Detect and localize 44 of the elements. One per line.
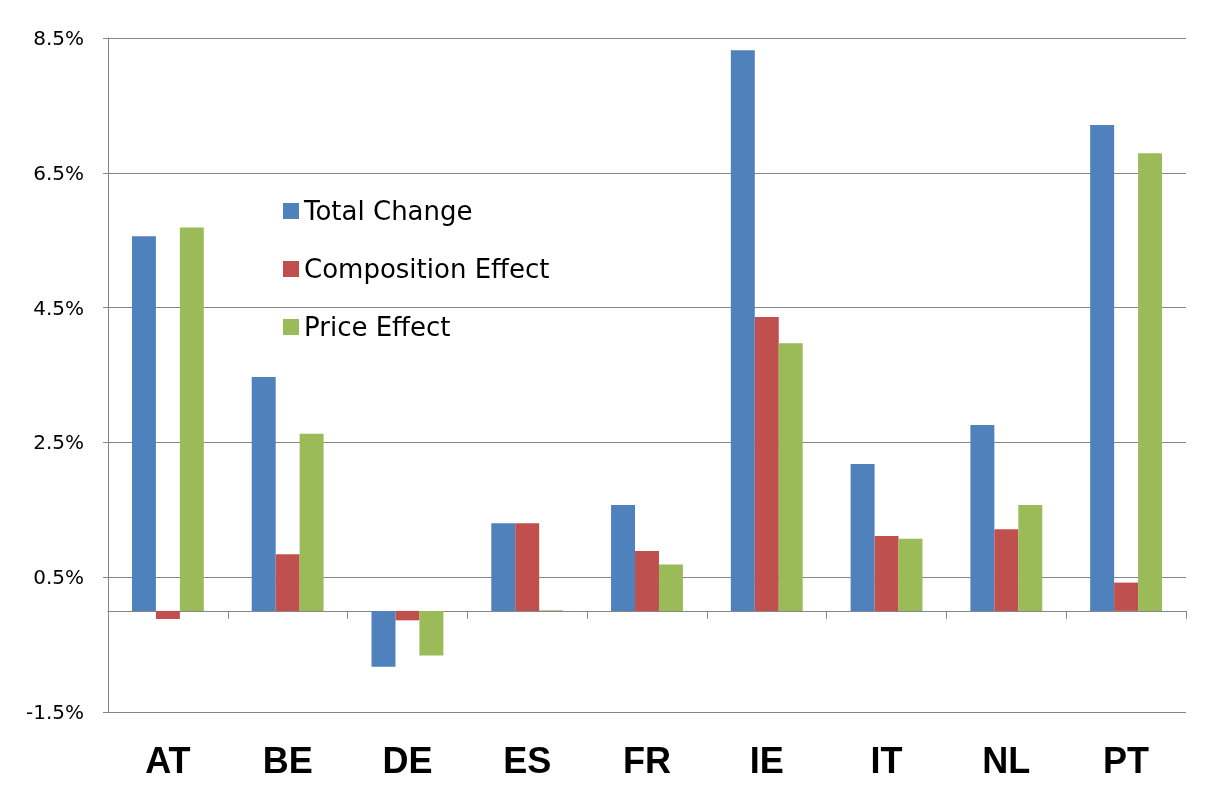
bar [898, 538, 923, 611]
bar [179, 227, 204, 611]
legend-label: Total Change [303, 196, 473, 226]
bar [874, 536, 899, 611]
bar [730, 50, 755, 611]
y-tick-label: 8.5% [33, 26, 84, 50]
bar [299, 433, 324, 611]
bar [754, 317, 779, 611]
x-tick-label: ES [503, 739, 552, 781]
x-tick-label: DE [382, 739, 433, 781]
bar [1114, 582, 1139, 611]
x-tick-label: AT [145, 739, 191, 781]
bar [419, 610, 444, 656]
y-tick-label: 2.5% [33, 430, 84, 455]
bar [850, 463, 875, 611]
bar [371, 610, 396, 667]
legend-label: Price Effect [304, 312, 451, 342]
bar [1018, 505, 1043, 611]
bar [491, 523, 516, 611]
x-tick-label: BE [262, 739, 313, 781]
bar [395, 610, 420, 621]
bar [778, 343, 803, 611]
legend-label: Composition Effect [304, 254, 550, 284]
bar [1138, 153, 1163, 611]
bar [970, 424, 995, 611]
bar [994, 529, 1019, 611]
x-tick-label: IE [749, 739, 784, 781]
bar [611, 505, 636, 611]
y-tick-label: 0.5% [33, 565, 84, 590]
y-tick-label: -1.5% [25, 700, 84, 724]
x-tick-label: NL [982, 739, 1031, 781]
bar [155, 610, 180, 619]
bar [1090, 124, 1115, 611]
y-tick-label: 4.5% [33, 295, 84, 320]
y-tick-label: 6.5% [33, 160, 84, 185]
x-tick-label: IT [870, 739, 903, 781]
x-tick-label: FR [623, 739, 671, 781]
bar [658, 564, 683, 611]
bar [515, 523, 540, 611]
bar [251, 377, 276, 611]
x-tick-label: PT [1103, 739, 1150, 781]
bar [635, 550, 659, 611]
bar [131, 236, 156, 611]
bar [275, 554, 300, 611]
